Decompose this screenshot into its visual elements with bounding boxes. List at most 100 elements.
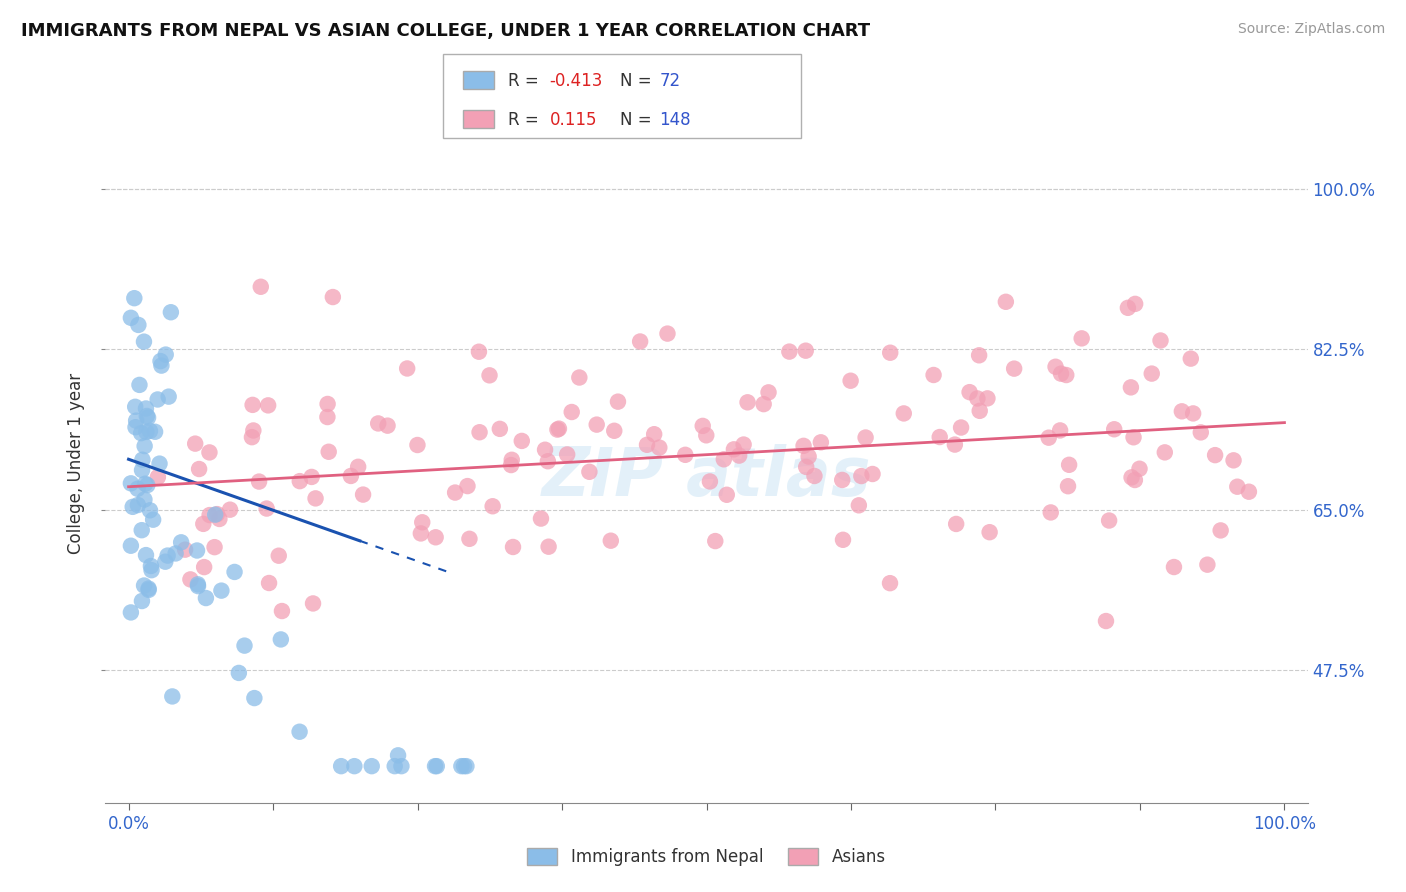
Point bbox=[501, 452, 523, 467]
Point bbox=[1049, 424, 1071, 438]
Point bbox=[832, 533, 855, 547]
Point bbox=[193, 560, 215, 574]
Point bbox=[733, 437, 755, 451]
Point bbox=[458, 532, 481, 546]
Point bbox=[1204, 448, 1226, 462]
Point bbox=[928, 430, 950, 444]
Point bbox=[537, 540, 560, 554]
Point bbox=[247, 475, 270, 489]
Point bbox=[136, 478, 159, 492]
Point bbox=[132, 578, 155, 592]
Point bbox=[501, 458, 523, 472]
Text: N =: N = bbox=[620, 111, 657, 128]
Point bbox=[1045, 359, 1067, 374]
Point bbox=[409, 526, 432, 541]
Point bbox=[318, 444, 340, 458]
Point bbox=[155, 348, 177, 362]
Point bbox=[599, 533, 621, 548]
Point bbox=[607, 394, 630, 409]
Text: -0.413: -0.413 bbox=[550, 71, 603, 89]
Point bbox=[1054, 368, 1077, 382]
Point bbox=[1163, 560, 1185, 574]
Point bbox=[148, 457, 170, 471]
Point bbox=[184, 436, 207, 450]
Point bbox=[352, 487, 374, 501]
Point bbox=[131, 594, 153, 608]
Point bbox=[831, 473, 853, 487]
Point bbox=[1121, 470, 1143, 484]
Point bbox=[135, 409, 157, 423]
Point bbox=[426, 759, 449, 773]
Point bbox=[208, 512, 231, 526]
Point bbox=[330, 759, 353, 773]
Point bbox=[198, 445, 221, 459]
Point bbox=[143, 425, 166, 439]
Point bbox=[146, 470, 169, 484]
Point bbox=[510, 434, 533, 448]
Point bbox=[256, 501, 278, 516]
Point bbox=[120, 606, 142, 620]
Point bbox=[384, 759, 406, 773]
Point bbox=[146, 392, 169, 407]
Point bbox=[411, 516, 433, 530]
Point bbox=[142, 513, 165, 527]
Point bbox=[723, 442, 745, 457]
Point bbox=[224, 565, 246, 579]
Point bbox=[219, 502, 242, 516]
Point bbox=[270, 632, 292, 647]
Text: 148: 148 bbox=[659, 111, 690, 128]
Point bbox=[242, 424, 264, 438]
Point bbox=[728, 449, 751, 463]
Point bbox=[967, 348, 990, 362]
Point bbox=[839, 374, 862, 388]
Point bbox=[976, 392, 998, 406]
Point bbox=[1119, 380, 1142, 394]
Point bbox=[136, 410, 159, 425]
Point bbox=[205, 507, 228, 521]
Point bbox=[1102, 422, 1125, 436]
Point bbox=[249, 279, 271, 293]
Point bbox=[304, 491, 326, 506]
Point bbox=[1180, 351, 1202, 366]
Point bbox=[945, 516, 967, 531]
Point bbox=[156, 549, 179, 563]
Point bbox=[568, 370, 591, 384]
Point bbox=[794, 459, 817, 474]
Point bbox=[468, 425, 491, 440]
Point bbox=[155, 555, 177, 569]
Point bbox=[994, 294, 1017, 309]
Point bbox=[188, 462, 211, 476]
Point bbox=[162, 690, 184, 704]
Point bbox=[120, 476, 142, 491]
Point bbox=[288, 474, 311, 488]
Point bbox=[132, 334, 155, 349]
Point bbox=[758, 385, 780, 400]
Point bbox=[367, 417, 389, 431]
Point bbox=[959, 385, 981, 400]
Point bbox=[481, 500, 503, 514]
Point bbox=[340, 469, 363, 483]
Point bbox=[204, 540, 226, 554]
Point bbox=[179, 573, 201, 587]
Point bbox=[187, 577, 209, 591]
Point bbox=[488, 422, 510, 436]
Point bbox=[737, 395, 759, 409]
Point bbox=[548, 422, 571, 436]
Point bbox=[150, 359, 173, 373]
Point bbox=[1070, 331, 1092, 345]
Point bbox=[198, 508, 221, 522]
Point bbox=[242, 398, 264, 412]
Point bbox=[187, 579, 209, 593]
Point bbox=[138, 582, 160, 597]
Point bbox=[1122, 430, 1144, 444]
Point bbox=[124, 291, 146, 305]
Point bbox=[628, 334, 651, 349]
Point bbox=[778, 344, 800, 359]
Point bbox=[124, 400, 146, 414]
Point bbox=[134, 439, 156, 453]
Point bbox=[456, 479, 478, 493]
Point bbox=[752, 397, 775, 411]
Point bbox=[585, 417, 607, 432]
Point bbox=[257, 576, 280, 591]
Point bbox=[1123, 297, 1146, 311]
